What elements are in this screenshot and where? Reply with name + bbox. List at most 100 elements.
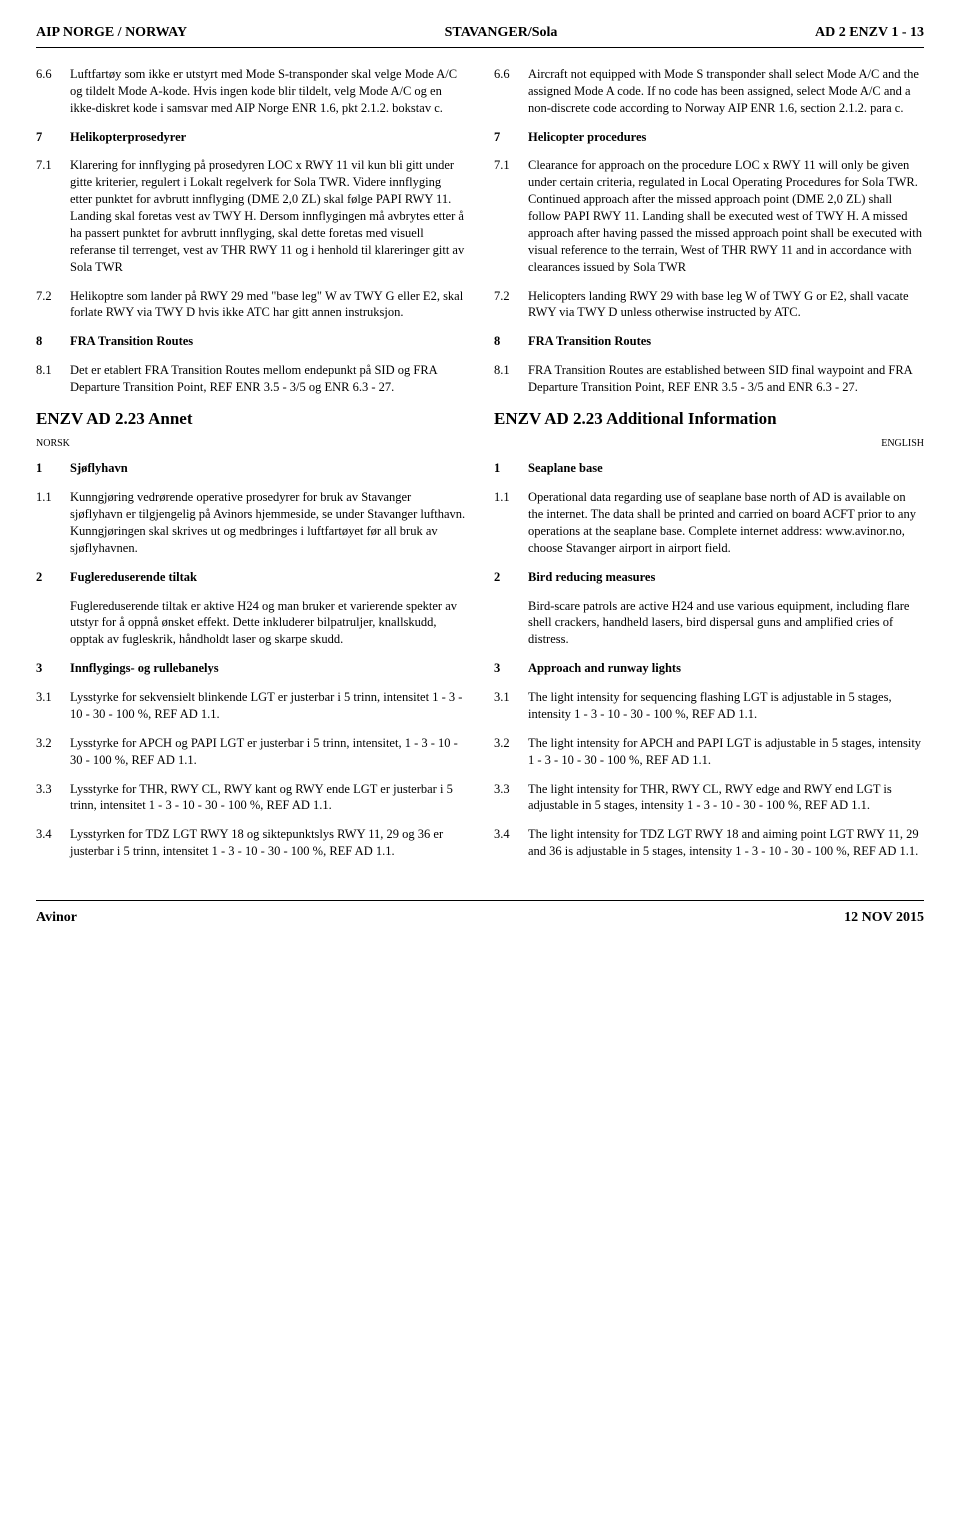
num: 3 xyxy=(494,660,528,677)
section-title-no: ENZV AD 2.23 Annet xyxy=(36,408,466,431)
num: 1.1 xyxy=(36,489,70,557)
para-3-3-no: 3.3 Lysstyrke for THR, RWY CL, RWY kant … xyxy=(36,781,466,815)
text: Luftfartøy som ikke er utstyrt med Mode … xyxy=(70,66,466,117)
num xyxy=(36,598,70,649)
para-7-2-en: 7.2 Helicopters landing RWY 29 with base… xyxy=(494,288,924,322)
para-7-1-no: 7.1 Klarering for innflyging på prosedyr… xyxy=(36,157,466,275)
num: 8.1 xyxy=(494,362,528,396)
heading-8-en: 8 FRA Transition Routes xyxy=(494,333,924,350)
num: 3.4 xyxy=(494,826,528,860)
text: Fuglereduserende tiltak er aktive H24 og… xyxy=(70,598,466,649)
heading-1-no: 1 Sjøflyhavn xyxy=(36,460,466,477)
section-title-en: ENZV AD 2.23 Additional Information xyxy=(494,408,924,431)
text: Bird-scare patrols are active H24 and us… xyxy=(528,598,924,649)
para-3-2-no: 3.2 Lysstyrke for APCH og PAPI LGT er ju… xyxy=(36,735,466,769)
num: 8.1 xyxy=(36,362,70,396)
page-footer: Avinor 12 NOV 2015 xyxy=(36,909,924,928)
footer-left: Avinor xyxy=(36,909,77,928)
num: 7.2 xyxy=(36,288,70,322)
text: Approach and runway lights xyxy=(528,660,924,677)
num: 1 xyxy=(494,460,528,477)
text: The light intensity for sequencing flash… xyxy=(528,689,924,723)
num: 1 xyxy=(36,460,70,477)
para-8-1-no: 8.1 Det er etablert FRA Transition Route… xyxy=(36,362,466,396)
text: Sjøflyhavn xyxy=(70,460,466,477)
para-7-1-en: 7.1 Clearance for approach on the proced… xyxy=(494,157,924,275)
num: 3.4 xyxy=(36,826,70,860)
text: The light intensity for TDZ LGT RWY 18 a… xyxy=(528,826,924,860)
right-column-2: 1 Seaplane base 1.1 Operational data reg… xyxy=(494,460,924,872)
text: The light intensity for APCH and PAPI LG… xyxy=(528,735,924,769)
text: Lysstyrken for TDZ LGT RWY 18 og siktepu… xyxy=(70,826,466,860)
para-3-2-en: 3.2 The light intensity for APCH and PAP… xyxy=(494,735,924,769)
lang-right: ENGLISH xyxy=(881,437,924,451)
text: Klarering for innflyging på prosedyren L… xyxy=(70,157,466,275)
num: 2 xyxy=(36,569,70,586)
para-1-1-en: 1.1 Operational data regarding use of se… xyxy=(494,489,924,557)
heading-3-en: 3 Approach and runway lights xyxy=(494,660,924,677)
text: Bird reducing measures xyxy=(528,569,924,586)
para-3-1-no: 3.1 Lysstyrke for sekvensielt blinkende … xyxy=(36,689,466,723)
text: Operational data regarding use of seapla… xyxy=(528,489,924,557)
footer-rule xyxy=(36,900,924,901)
para-3-1-en: 3.1 The light intensity for sequencing f… xyxy=(494,689,924,723)
header-left: AIP NORGE / NORWAY xyxy=(36,24,187,43)
footer-right: 12 NOV 2015 xyxy=(844,909,924,928)
num: 3.2 xyxy=(494,735,528,769)
heading-7-no: 7 Helikopterprosedyrer xyxy=(36,129,466,146)
text: Det er etablert FRA Transition Routes me… xyxy=(70,362,466,396)
text: Kunngjøring vedrørende operative prosedy… xyxy=(70,489,466,557)
para-8-1-en: 8.1 FRA Transition Routes are establishe… xyxy=(494,362,924,396)
num: 3.3 xyxy=(36,781,70,815)
num: 1.1 xyxy=(494,489,528,557)
text: FRA Transition Routes are established be… xyxy=(528,362,924,396)
text: FRA Transition Routes xyxy=(70,333,466,350)
text: Lysstyrke for sekvensielt blinkende LGT … xyxy=(70,689,466,723)
num: 7 xyxy=(494,129,528,146)
text: Helikoptre som lander på RWY 29 med "bas… xyxy=(70,288,466,322)
num: 6.6 xyxy=(494,66,528,117)
header-rule xyxy=(36,47,924,48)
num: 7.1 xyxy=(494,157,528,275)
language-row: NORSK ENGLISH xyxy=(36,437,924,451)
para-3-4-en: 3.4 The light intensity for TDZ LGT RWY … xyxy=(494,826,924,860)
para-7-2-no: 7.2 Helikoptre som lander på RWY 29 med … xyxy=(36,288,466,322)
text: Seaplane base xyxy=(528,460,924,477)
heading-1-en: 1 Seaplane base xyxy=(494,460,924,477)
heading-2-no: 2 Fuglereduserende tiltak xyxy=(36,569,466,586)
num: 6.6 xyxy=(36,66,70,117)
left-column: 6.6 Luftfartøy som ikke er utstyrt med M… xyxy=(36,66,466,437)
text: Lysstyrke for APCH og PAPI LGT er juster… xyxy=(70,735,466,769)
num: 3.2 xyxy=(36,735,70,769)
num: 8 xyxy=(36,333,70,350)
text: Helicopters landing RWY 29 with base leg… xyxy=(528,288,924,322)
num: 2 xyxy=(494,569,528,586)
para-3-4-no: 3.4 Lysstyrken for TDZ LGT RWY 18 og sik… xyxy=(36,826,466,860)
num: 7.2 xyxy=(494,288,528,322)
num: 8 xyxy=(494,333,528,350)
page-header: AIP NORGE / NORWAY STAVANGER/Sola AD 2 E… xyxy=(36,24,924,43)
header-right: AD 2 ENZV 1 - 13 xyxy=(815,24,924,43)
num: 7 xyxy=(36,129,70,146)
num: 7.1 xyxy=(36,157,70,275)
left-column-2: 1 Sjøflyhavn 1.1 Kunngjøring vedrørende … xyxy=(36,460,466,872)
num xyxy=(494,598,528,649)
text: Innflygings- og rullebanelys xyxy=(70,660,466,677)
content-columns-2: 1 Sjøflyhavn 1.1 Kunngjøring vedrørende … xyxy=(36,460,924,872)
text: Helicopter procedures xyxy=(528,129,924,146)
para-1-1-no: 1.1 Kunngjøring vedrørende operative pro… xyxy=(36,489,466,557)
text: Aircraft not equipped with Mode S transp… xyxy=(528,66,924,117)
text: Lysstyrke for THR, RWY CL, RWY kant og R… xyxy=(70,781,466,815)
text: Helikopterprosedyrer xyxy=(70,129,466,146)
heading-7-en: 7 Helicopter procedures xyxy=(494,129,924,146)
num: 3.1 xyxy=(494,689,528,723)
num: 3.1 xyxy=(36,689,70,723)
lang-left: NORSK xyxy=(36,437,70,451)
heading-8-no: 8 FRA Transition Routes xyxy=(36,333,466,350)
text: The light intensity for THR, RWY CL, RWY… xyxy=(528,781,924,815)
right-column: 6.6 Aircraft not equipped with Mode S tr… xyxy=(494,66,924,437)
content-columns: 6.6 Luftfartøy som ikke er utstyrt med M… xyxy=(36,66,924,437)
para-2-en: Bird-scare patrols are active H24 and us… xyxy=(494,598,924,649)
para-6-6-en: 6.6 Aircraft not equipped with Mode S tr… xyxy=(494,66,924,117)
num: 3 xyxy=(36,660,70,677)
